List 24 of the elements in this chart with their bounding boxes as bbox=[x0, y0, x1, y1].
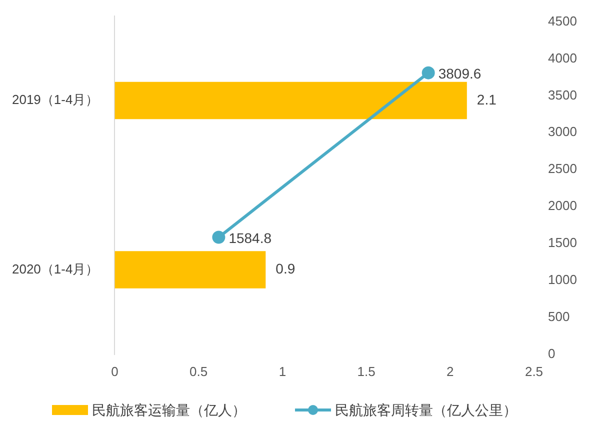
data-label: 2.1 bbox=[476, 91, 497, 108]
x-tick-label: 1 bbox=[278, 364, 286, 379]
legend-label: 民航旅客周转量（亿人公里） bbox=[335, 402, 517, 418]
y-tick-label: 2019（1-4月） bbox=[12, 92, 99, 108]
y-tick-label: 1000 bbox=[548, 272, 577, 288]
data-label: 3809.6 bbox=[438, 66, 482, 82]
y-tick-label: 4000 bbox=[548, 50, 577, 66]
x-tick-label: 0 bbox=[111, 364, 118, 379]
y-tick-label: 0 bbox=[548, 346, 556, 361]
y-tick-label: 4500 bbox=[548, 13, 577, 28]
x-tick-label: 1.5 bbox=[357, 364, 376, 379]
y-tick-label: 1500 bbox=[548, 235, 577, 250]
y-tick-label: 2020（1-4月） bbox=[12, 261, 99, 276]
data-label: 1584.8 bbox=[228, 230, 272, 246]
data-label: 0.9 bbox=[276, 260, 296, 277]
legend-label: 民航旅客运输量（亿人） bbox=[92, 402, 246, 418]
x-tick-label: 2.5 bbox=[524, 364, 544, 379]
y-tick-label: 3000 bbox=[548, 124, 577, 140]
y-tick-label: 3500 bbox=[548, 87, 577, 102]
y-tick-label: 2000 bbox=[548, 198, 577, 214]
y-tick-label: 500 bbox=[548, 309, 570, 324]
x-tick-label: 0.5 bbox=[190, 364, 208, 379]
x-tick-label: 2 bbox=[446, 364, 454, 379]
y-tick-label: 2500 bbox=[548, 161, 577, 176]
